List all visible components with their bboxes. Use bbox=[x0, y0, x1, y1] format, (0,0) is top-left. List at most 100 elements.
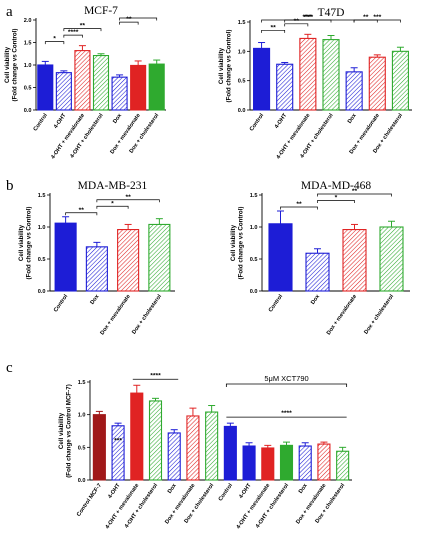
bar bbox=[345, 71, 363, 111]
bar bbox=[186, 415, 200, 481]
y-tick-label: 0.0 bbox=[250, 289, 258, 295]
y-tick-label: 0.5 bbox=[24, 86, 32, 92]
y-tick-label: 1.5 bbox=[24, 41, 32, 47]
y-tick-label: 1.0 bbox=[24, 63, 32, 69]
x-tick-label: Control bbox=[268, 293, 285, 313]
x-tick-label: Dox bbox=[310, 293, 321, 306]
significance-label: ** bbox=[79, 207, 85, 214]
y-tick-label: 0.0 bbox=[38, 289, 46, 295]
y-tick-label: 0.0 bbox=[238, 108, 246, 114]
bar bbox=[111, 76, 128, 111]
significance-label: ** bbox=[126, 16, 132, 23]
y-tick-label: 1.0 bbox=[38, 225, 46, 231]
y-tick-label: 1.5 bbox=[238, 20, 246, 26]
x-tick-label: 4-OHT bbox=[53, 112, 68, 130]
y-tick-label: 2.0 bbox=[24, 18, 32, 24]
significance-label: **** bbox=[303, 14, 314, 21]
significance-bracket bbox=[96, 199, 160, 203]
significance-bracket bbox=[284, 23, 309, 27]
bar bbox=[74, 50, 91, 111]
bar bbox=[322, 39, 340, 111]
significance-label: ** bbox=[363, 14, 369, 21]
bar bbox=[268, 223, 293, 292]
significance-bracket bbox=[65, 212, 98, 216]
bar bbox=[279, 444, 294, 481]
significance-bracket bbox=[280, 206, 318, 210]
x-tick-label: 4-OHT bbox=[274, 112, 289, 130]
chart-mcf7: MCF-7 0.0 0.5 1.0 1.5 2.0 Cell viability(Fold … bbox=[4, 5, 166, 160]
panel-label-a: a bbox=[6, 4, 13, 20]
y-tick-label: 0.0 bbox=[78, 478, 86, 484]
x-tick-label: Control MCF-7 bbox=[76, 483, 103, 518]
significance-label: **** bbox=[150, 372, 161, 379]
y-axis-label: Cell viability(Fold change vs Control) bbox=[4, 29, 19, 102]
x-tick-label: 4-OHT + mevalonate bbox=[50, 113, 86, 161]
x-tick-label: Control bbox=[33, 112, 50, 132]
chart-mda-md-468: MDA-MD-468 0.0 0.5 1.0 1.5 Cell viability(Fol… bbox=[230, 180, 410, 336]
x-tick-label: Control bbox=[249, 112, 266, 132]
significance-label: **** bbox=[68, 29, 79, 36]
significance-bracket bbox=[317, 193, 392, 197]
bar bbox=[299, 37, 317, 111]
panel-label-c: c bbox=[6, 360, 13, 376]
significance-bracket bbox=[63, 34, 83, 38]
y-axis-label: Cell viability(Fold change vs Control) bbox=[18, 207, 33, 280]
chart-xct790: 0.0 0.5 1.0 1.5 Cell viability(Fold change v… bbox=[58, 372, 352, 530]
y-tick-label: 0.5 bbox=[38, 257, 46, 263]
x-tick-label: 4-OHT + mevalonate bbox=[105, 483, 141, 531]
significance-bracket bbox=[261, 29, 286, 33]
bar bbox=[92, 414, 106, 481]
significance-bracket bbox=[119, 17, 158, 21]
panel-label-b: b bbox=[6, 178, 14, 194]
significance-label: **** bbox=[281, 410, 292, 417]
x-tick-label: 4-OHT + mevalonate bbox=[236, 483, 272, 531]
bar bbox=[111, 425, 125, 481]
bar bbox=[148, 400, 163, 481]
x-tick-label: Dox + mevalonate bbox=[99, 294, 131, 337]
bar bbox=[167, 432, 181, 481]
chart-mda-mb-231: MDA-MB-231 0.0 0.5 1.0 1.5 Cell viability(Fol… bbox=[18, 180, 175, 336]
y-axis-label: Cell viability(Fold change vs Control) bbox=[218, 30, 233, 103]
y-axis-label: Cell viability(Fold change vs Control MC… bbox=[58, 384, 73, 478]
bar bbox=[305, 252, 330, 292]
bar bbox=[317, 443, 331, 481]
significance-label: ** bbox=[270, 24, 276, 31]
chart-title: MCF-7 bbox=[84, 5, 118, 17]
group-bracket bbox=[225, 383, 348, 387]
bar bbox=[148, 63, 165, 111]
bar bbox=[336, 450, 350, 481]
bar-annotation: *** bbox=[114, 438, 122, 445]
x-tick-label: Control bbox=[53, 293, 70, 313]
x-tick-label: 4-OHT + cholesterol bbox=[124, 482, 160, 529]
x-tick-label: Dox bbox=[112, 112, 123, 125]
significance-bracket bbox=[317, 200, 355, 203]
y-tick-label: 1.0 bbox=[250, 225, 258, 231]
bar bbox=[37, 64, 54, 111]
y-tick-label: 0.5 bbox=[78, 445, 86, 451]
bar bbox=[391, 50, 409, 111]
bar bbox=[92, 54, 110, 111]
bar bbox=[54, 222, 77, 292]
significance-bracket bbox=[353, 19, 401, 23]
x-tick-label: Dox bbox=[167, 482, 178, 495]
y-tick-label: 0.0 bbox=[24, 108, 32, 114]
bar bbox=[242, 445, 256, 481]
bar bbox=[298, 445, 312, 481]
x-tick-label: 4-OHT bbox=[238, 482, 253, 500]
significance-label: * bbox=[335, 195, 338, 202]
x-tick-label: Dox + mevalonate bbox=[326, 294, 358, 337]
y-tick-label: 1.0 bbox=[238, 49, 246, 55]
bar bbox=[148, 223, 171, 292]
bar bbox=[223, 425, 237, 481]
x-tick-label: Dox bbox=[347, 112, 358, 125]
bar bbox=[379, 226, 404, 292]
x-tick-label: Dox bbox=[298, 482, 309, 495]
bar bbox=[55, 72, 72, 111]
x-tick-label: 4-OHT + cholesterol bbox=[69, 112, 105, 159]
significance-bracket bbox=[63, 28, 102, 32]
chart-t47d: T47D 0.0 0.5 1.0 1.5 Cell viability(Fold chan… bbox=[218, 7, 412, 160]
y-tick-label: 1.5 bbox=[250, 193, 258, 199]
y-tick-label: 0.5 bbox=[250, 257, 258, 263]
significance-label: ** bbox=[80, 23, 86, 30]
